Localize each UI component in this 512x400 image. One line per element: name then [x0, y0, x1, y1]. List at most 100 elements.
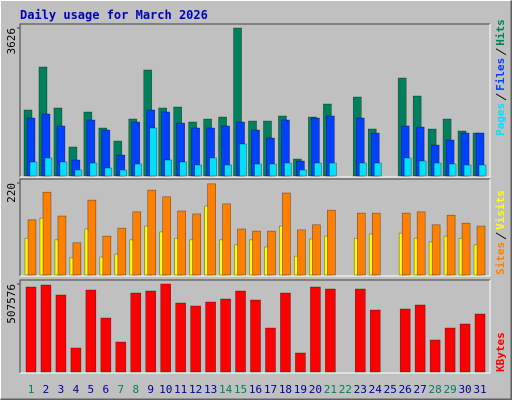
legend-separator [495, 93, 507, 101]
bar [87, 199, 97, 276]
bar [399, 308, 411, 373]
bar [474, 313, 486, 373]
bar [373, 162, 382, 177]
bar [418, 160, 427, 177]
bar [209, 157, 217, 177]
y-tick-label: 3626 [5, 28, 18, 55]
bar [192, 213, 201, 276]
legend-entry: KBytes [494, 332, 507, 372]
x-tick-label: 26 [399, 383, 412, 396]
panel-border [19, 23, 490, 177]
x-tick-label: 13 [204, 383, 217, 396]
bar [265, 327, 276, 373]
bar [299, 169, 307, 177]
bar [448, 163, 457, 177]
bar [325, 288, 336, 373]
bar [314, 162, 322, 177]
bar [461, 222, 471, 276]
bar [175, 302, 186, 373]
bar [57, 215, 67, 276]
panel-border-light [20, 280, 491, 374]
bar [160, 283, 172, 373]
bar [119, 169, 128, 177]
bar [358, 162, 367, 177]
bar [267, 230, 276, 276]
bar [235, 290, 246, 373]
bar [327, 209, 336, 276]
x-tick-label: 19 [294, 383, 307, 396]
legend-entry: Hits [494, 19, 507, 46]
bar [371, 212, 381, 276]
bar [145, 290, 157, 373]
bar [297, 229, 306, 276]
panel-border [19, 279, 490, 373]
bar [356, 212, 366, 276]
bar [149, 127, 158, 177]
x-tick-label: 4 [73, 383, 80, 396]
bar [224, 164, 232, 177]
bar [102, 235, 112, 276]
bar [329, 162, 337, 177]
bar [254, 163, 262, 177]
bar [130, 292, 142, 373]
bar [207, 183, 216, 276]
chart-title: Daily usage for March 2026 [20, 8, 208, 22]
x-tick-label: 17 [264, 383, 277, 396]
x-tick-label: 18 [279, 383, 292, 396]
bar [25, 286, 37, 373]
legend-separator [495, 232, 507, 240]
x-tick-label: 8 [132, 383, 139, 396]
x-tick-label: 7 [117, 383, 124, 396]
bar [72, 242, 82, 276]
x-tick-label: 24 [369, 383, 383, 396]
x-tick-label: 12 [189, 383, 202, 396]
panel-border [19, 178, 490, 276]
x-tick-label: 31 [473, 383, 486, 396]
bar [239, 143, 247, 177]
bar [295, 352, 306, 373]
bar [147, 189, 157, 276]
legend: Sites Visits [494, 190, 507, 275]
bar [74, 169, 83, 177]
bar [312, 224, 321, 276]
x-tick-label: 23 [354, 383, 367, 396]
bar [29, 161, 38, 177]
legend-entry: Visits [494, 190, 507, 230]
bar [222, 203, 231, 276]
bar [354, 288, 366, 373]
bar [89, 162, 98, 177]
x-tick-label: 10 [159, 383, 172, 396]
bar [403, 157, 412, 177]
bar [44, 157, 53, 177]
bar [431, 224, 441, 276]
bar [117, 227, 127, 276]
bar [310, 286, 321, 373]
legend: Pages Files Hits [494, 19, 507, 136]
legend-entry: Sites [494, 242, 507, 275]
x-tick-label: 6 [103, 383, 110, 396]
panel-border-light [20, 24, 491, 178]
y-tick-label: 507576 [5, 284, 18, 324]
bar [429, 339, 441, 373]
bar [100, 317, 112, 373]
bar [190, 305, 201, 373]
bar [476, 225, 486, 276]
bar [459, 323, 471, 373]
x-tick-label: 9 [147, 383, 154, 396]
bar [194, 164, 202, 177]
bar [284, 162, 292, 177]
bar [269, 163, 277, 177]
x-tick-label: 11 [174, 383, 187, 396]
x-tick-label: 22 [339, 383, 352, 396]
bar [115, 341, 127, 373]
bar [85, 289, 97, 373]
bar [70, 347, 82, 373]
bar [162, 196, 172, 276]
bar [416, 211, 426, 276]
bar [205, 301, 216, 373]
legend-separator [495, 48, 507, 56]
bar [134, 163, 143, 177]
bar [177, 210, 186, 276]
x-tick-label: 28 [429, 383, 442, 396]
